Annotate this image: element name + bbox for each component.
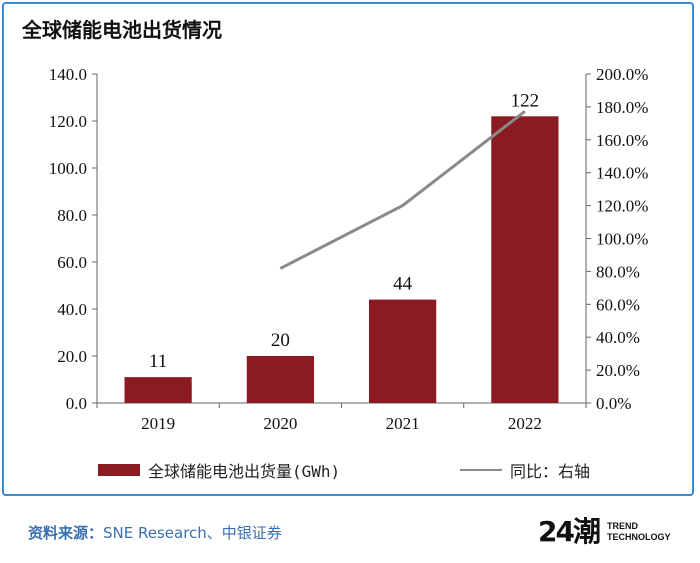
source-note: 资料来源：SNE Research、中银证券 (28, 522, 282, 543)
y-left-tick-label: 20.0 (57, 347, 87, 366)
x-tick-label: 2021 (386, 414, 420, 433)
y-right-tick-label: 160.0% (596, 131, 648, 150)
bar-data-label: 44 (393, 274, 413, 295)
x-tick-label: 2022 (508, 414, 542, 433)
x-tick-label: 2020 (263, 414, 297, 433)
logo-wordmark: TREND TECHNOLOGY (607, 521, 671, 543)
y-right-tick-label: 140.0% (596, 164, 648, 183)
y-right-tick-label: 120.0% (596, 197, 648, 216)
chart-card (2, 2, 694, 496)
y-left-tick-label: 120.0 (49, 112, 87, 131)
legend-item-line[interactable]: 同比：右轴 (460, 458, 590, 482)
logo-line-1: TREND (606, 521, 638, 531)
bar-data-label: 20 (271, 330, 290, 351)
y-right-tick-label: 20.0% (596, 361, 640, 380)
y-right-tick-label: 80.0% (596, 262, 640, 281)
legend-line-label: 同比：右轴 (510, 462, 591, 481)
bar-2021 (369, 299, 437, 403)
y-left-tick-label: 40.0 (57, 300, 87, 319)
legend-item-bar[interactable]: 全球储能电池出货量(GWh) (98, 458, 340, 482)
source-text: SNE Research、中银证券 (103, 524, 282, 542)
yoy-growth-line (279, 110, 526, 270)
bar-2022 (491, 116, 559, 404)
legend-line-swatch (460, 469, 502, 471)
legend-bar-swatch (98, 464, 140, 476)
y-right-tick-label: 100.0% (596, 230, 648, 249)
bar-2019 (124, 377, 192, 403)
x-tick-label: 2019 (141, 414, 175, 433)
y-right-tick-label: 40.0% (596, 328, 640, 347)
y-right-tick-label: 0.0% (596, 394, 631, 413)
logo-mark: 24潮 (538, 515, 601, 548)
bar-2020 (246, 356, 314, 403)
y-right-tick-label: 200.0% (596, 65, 648, 84)
y-left-tick-label: 80.0 (57, 206, 87, 225)
legend-bar-label: 全球储能电池出货量(GWh) (148, 462, 341, 481)
y-left-tick-label: 0.0 (66, 394, 87, 413)
bar-data-label: 11 (149, 351, 167, 372)
bar-data-label: 122 (511, 90, 540, 111)
y-left-tick-label: 100.0 (49, 159, 87, 178)
y-right-tick-label: 60.0% (596, 295, 640, 314)
chart-title: 全球储能电池出货情况 (22, 18, 222, 42)
y-left-tick-label: 140.0 (49, 65, 87, 84)
chart-svg: 0.0 20.0 40.0 60.0 80.0 100.0 120.0 140.0 0.0% 20… (49, 65, 649, 433)
chart-legend: 全球储能电池出货量(GWh) 同比：右轴 (0, 458, 700, 484)
logo-line-2: TECHNOLOGY (606, 532, 671, 542)
source-label: 资料来源： (28, 524, 104, 542)
y-right-tick-label: 180.0% (596, 98, 648, 117)
y-left-tick-label: 60.0 (57, 253, 87, 272)
brand-logo: 24潮 TREND TECHNOLOGY (538, 512, 670, 552)
